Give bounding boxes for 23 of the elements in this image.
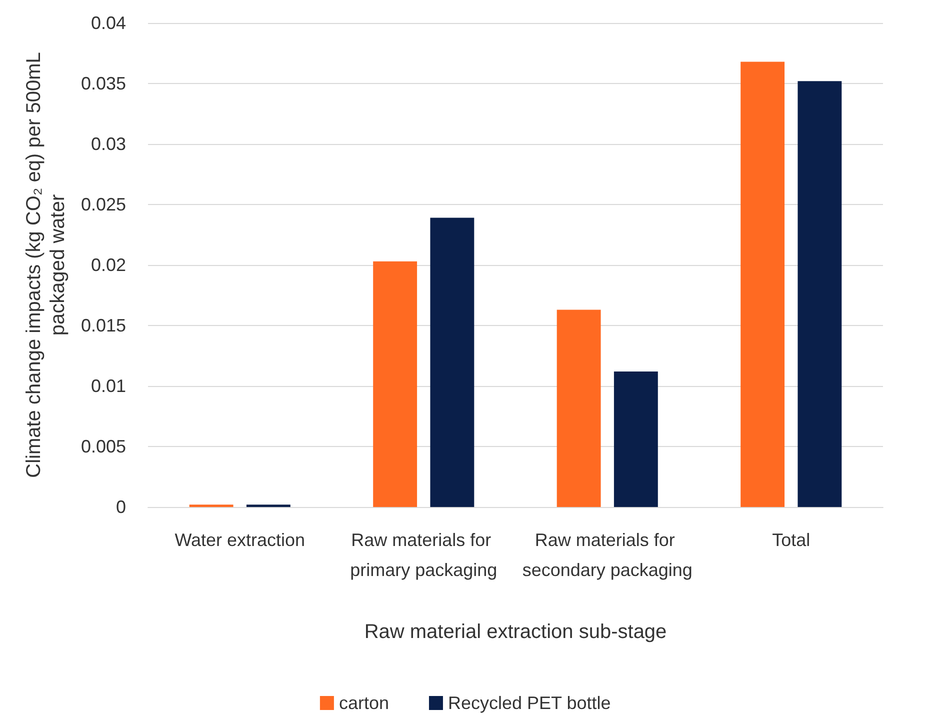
- legend-label: Recycled PET bottle: [448, 693, 611, 713]
- legend-label: carton: [338, 693, 389, 713]
- y-tick-label: 0.015: [80, 316, 126, 336]
- y-tick-label: 0.025: [80, 194, 126, 214]
- y-tick-label: 0.005: [80, 436, 126, 456]
- y-tick-label: 0: [116, 497, 126, 517]
- bar: [430, 218, 474, 507]
- bar: [614, 371, 658, 507]
- x-tick-label: Raw materials for primary packaging: [350, 530, 498, 580]
- x-axis-title: Raw material extraction sub-stage: [364, 621, 667, 643]
- y-axis-title: Climate change impacts (kg CO₂ eq) per 500mL packaged water: [23, 52, 70, 478]
- bar: [740, 62, 785, 507]
- x-tick-label: Total: [772, 530, 810, 550]
- y-tick-label: 0.01: [90, 376, 126, 396]
- y-tick-label: 0.03: [90, 134, 126, 154]
- x-tick-label: Water extraction: [174, 530, 306, 550]
- bar: [556, 310, 601, 507]
- bar: [373, 261, 418, 507]
- x-tick-label: Raw materials for secondary packaging: [522, 530, 692, 580]
- y-tick-label: 0.04: [90, 13, 126, 33]
- y-tick-label: 0.02: [90, 255, 126, 275]
- y-tick-label: 0.035: [80, 74, 126, 94]
- bar: [798, 81, 842, 507]
